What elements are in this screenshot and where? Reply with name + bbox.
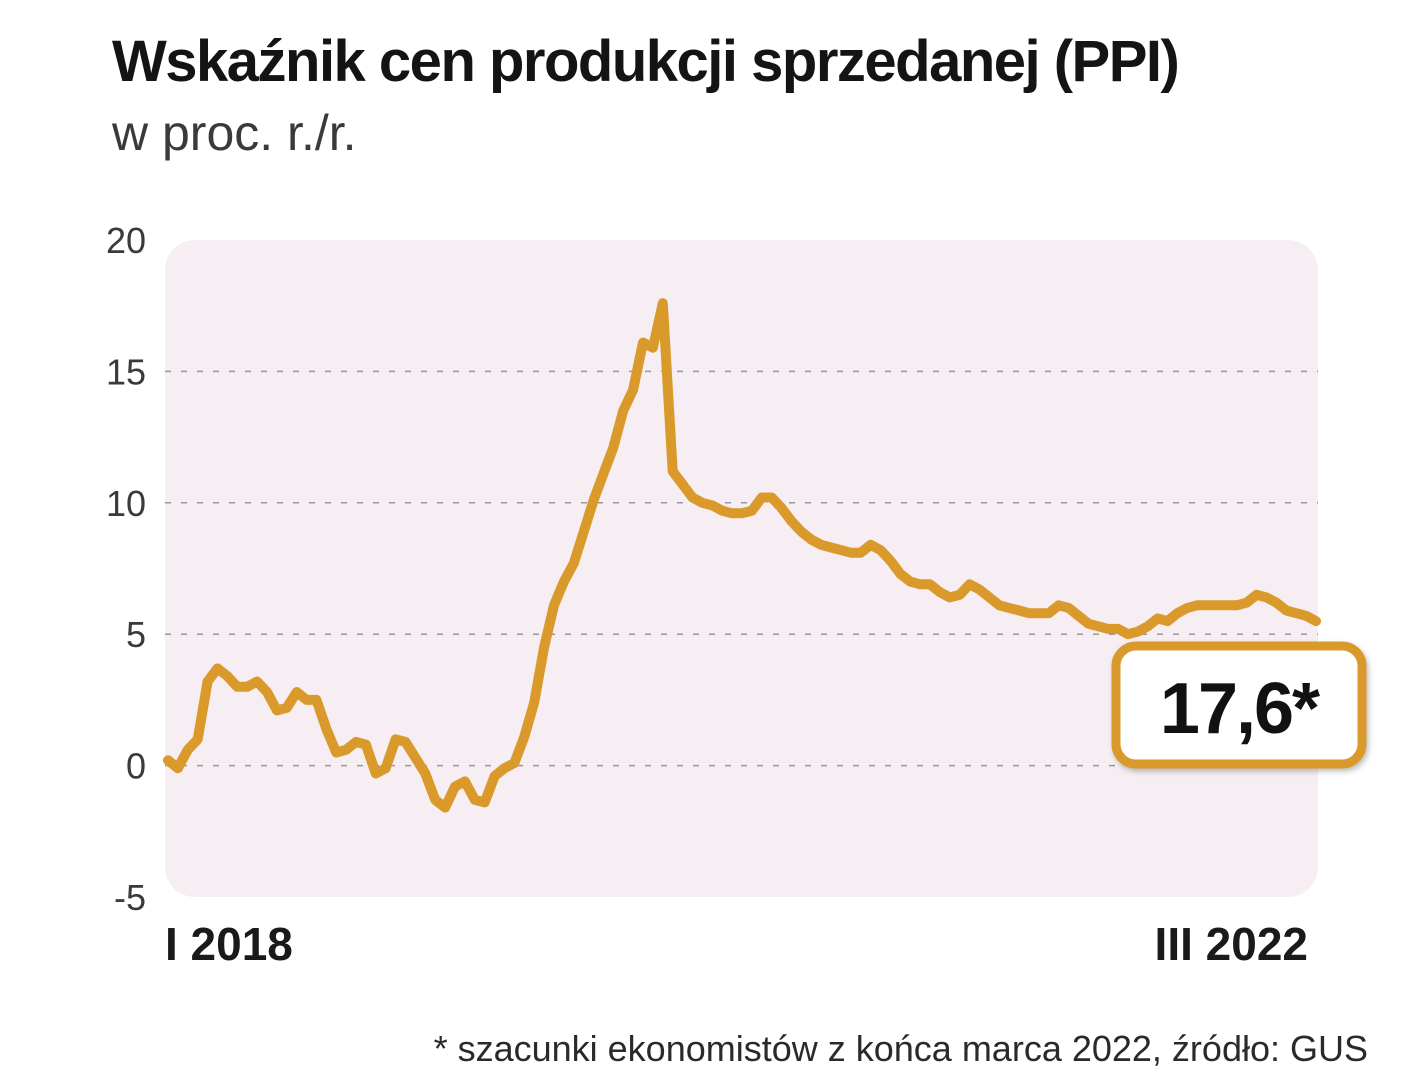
y-tick-label: 15 [106,351,146,392]
callout-value: 17,6* [1160,669,1320,749]
y-tick-label: 20 [106,220,146,261]
source-note: * szacunki ekonomistów z końca marca 202… [434,1028,1368,1070]
y-tick-label: 5 [126,614,146,655]
x-label-start: I 2018 [165,918,293,970]
y-tick-label: -5 [114,877,146,918]
y-tick-label: 10 [106,483,146,524]
y-tick-label: 0 [126,746,146,787]
plot-background [165,240,1318,897]
ppi-line-chart: -5 0 5 10 15 20 I 2018 III 2022 17,6* [0,0,1426,1080]
x-label-end: III 2022 [1155,918,1308,970]
